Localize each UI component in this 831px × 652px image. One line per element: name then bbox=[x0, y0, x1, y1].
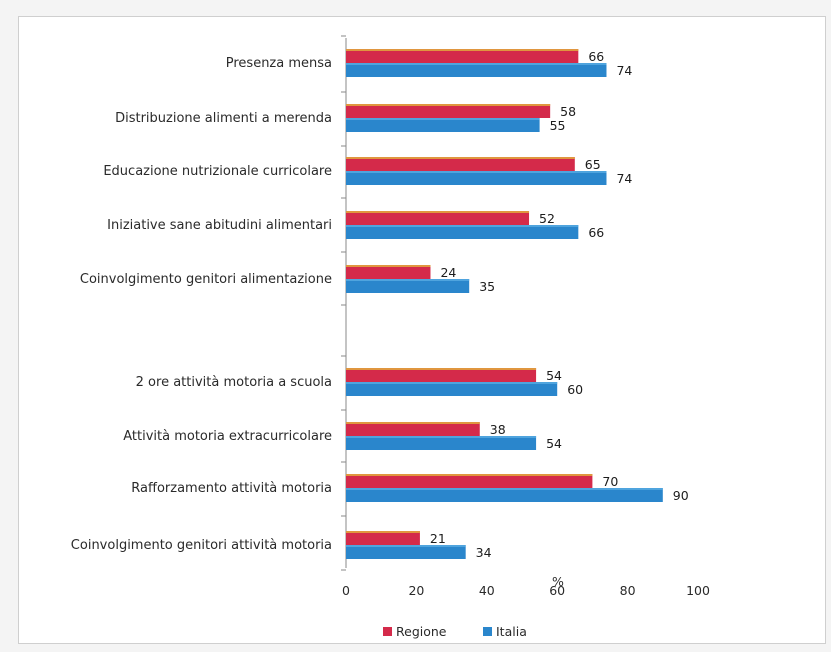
bar-highlight bbox=[346, 436, 537, 438]
bar-highlight bbox=[346, 225, 579, 227]
value-label: 34 bbox=[476, 545, 492, 560]
bar-regione bbox=[346, 104, 551, 118]
bar-highlight bbox=[346, 474, 593, 476]
value-label: 90 bbox=[673, 488, 689, 503]
value-label: 65 bbox=[585, 157, 601, 172]
value-label: 74 bbox=[616, 63, 632, 78]
bar-regione bbox=[346, 157, 575, 171]
value-label: 60 bbox=[567, 382, 583, 397]
x-axis-unit-label: % bbox=[552, 574, 564, 589]
bar-regione bbox=[346, 422, 480, 436]
bar-italia bbox=[346, 436, 537, 450]
legend-label-italia: Italia bbox=[496, 624, 527, 639]
bar-highlight bbox=[346, 63, 607, 65]
value-label: 55 bbox=[550, 118, 566, 133]
x-tick-label: 40 bbox=[479, 583, 495, 598]
bar-italia bbox=[346, 545, 466, 559]
bar-italia bbox=[346, 118, 540, 132]
x-tick-label: 0 bbox=[342, 583, 350, 598]
value-label: 38 bbox=[490, 422, 506, 437]
x-tick-label: 100 bbox=[686, 583, 710, 598]
bar-highlight bbox=[346, 368, 537, 370]
legend-swatch-regione bbox=[383, 627, 392, 636]
category-label: Rafforzamento attività motoria bbox=[131, 481, 332, 496]
x-tick-label: 60 bbox=[549, 583, 565, 598]
bar-highlight bbox=[346, 211, 530, 213]
category-label: 2 ore attività motoria a scuola bbox=[136, 375, 332, 390]
bar-regione bbox=[346, 211, 530, 225]
bar-regione bbox=[346, 531, 420, 545]
bar-highlight bbox=[346, 422, 480, 424]
bar-highlight bbox=[346, 118, 540, 120]
bar-regione bbox=[346, 265, 431, 279]
x-tick-label: 20 bbox=[408, 583, 424, 598]
bar-highlight bbox=[346, 171, 607, 173]
category-label: Presenza mensa bbox=[226, 56, 332, 71]
bar-highlight bbox=[346, 265, 431, 267]
bar-regione bbox=[346, 474, 593, 488]
bar-highlight bbox=[346, 104, 551, 106]
value-label: 54 bbox=[546, 436, 562, 451]
bar-regione bbox=[346, 368, 537, 382]
bar-italia bbox=[346, 171, 607, 185]
value-label: 24 bbox=[440, 265, 456, 280]
category-label: Educazione nutrizionale curricolare bbox=[103, 164, 332, 179]
bar-highlight bbox=[346, 488, 663, 490]
bar-italia bbox=[346, 225, 579, 239]
value-label: 21 bbox=[430, 531, 446, 546]
value-label: 70 bbox=[602, 474, 618, 489]
value-label: 58 bbox=[560, 104, 576, 119]
bar-highlight bbox=[346, 279, 470, 281]
bar-italia bbox=[346, 488, 663, 502]
category-label: Coinvolgimento genitori attività motoria bbox=[71, 538, 332, 553]
legend-swatch-italia bbox=[483, 627, 492, 636]
bar-italia bbox=[346, 63, 607, 77]
value-label: 66 bbox=[588, 49, 604, 64]
bar-highlight bbox=[346, 382, 558, 384]
value-label: 66 bbox=[588, 225, 604, 240]
bar-highlight bbox=[346, 49, 579, 51]
x-tick-label: 80 bbox=[620, 583, 636, 598]
bar-italia bbox=[346, 382, 558, 396]
bar-highlight bbox=[346, 531, 420, 533]
value-label: 35 bbox=[479, 279, 495, 294]
bar-highlight bbox=[346, 545, 466, 547]
category-label: Iniziative sane abitudini alimentari bbox=[107, 218, 332, 233]
value-label: 74 bbox=[616, 171, 632, 186]
bar-regione bbox=[346, 49, 579, 63]
value-label: 52 bbox=[539, 211, 555, 226]
category-label: Distribuzione alimenti a merenda bbox=[115, 111, 332, 126]
category-label: Coinvolgimento genitori alimentazione bbox=[80, 272, 332, 287]
value-label: 54 bbox=[546, 368, 562, 383]
category-label: Attività motoria extracurricolare bbox=[123, 429, 332, 444]
bar-highlight bbox=[346, 157, 575, 159]
legend-label-regione: Regione bbox=[396, 624, 447, 639]
bar-italia bbox=[346, 279, 470, 293]
